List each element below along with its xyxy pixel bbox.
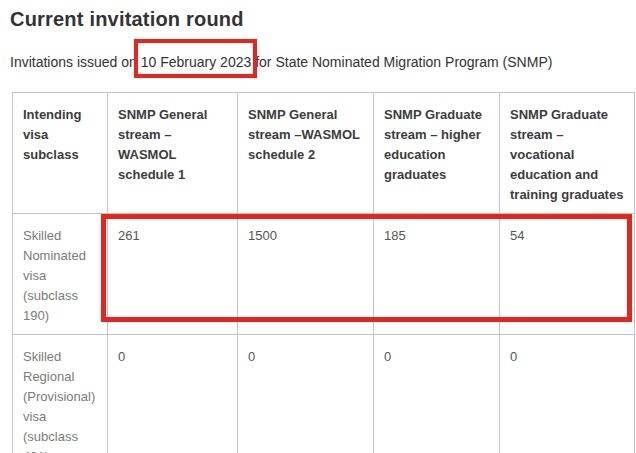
table-header-row: Intending visa subclass SNMP General str…: [13, 93, 635, 214]
invitation-date: 10 February 2023: [141, 54, 252, 70]
value-190-wasmol-2: 1500: [238, 214, 374, 335]
row-label-subclass-190: Skilled Nominated visa (subclass 190): [13, 214, 108, 335]
invitation-date-text: 10 February 2023: [141, 54, 252, 70]
col-header-general-wasmol-2: SNMP General stream –WASMOL schedule 2: [238, 93, 374, 214]
value-491-vocational: 0: [500, 335, 635, 453]
value-491-wasmol-1: 0: [108, 335, 238, 453]
col-header-intending-visa-subclass: Intending visa subclass: [13, 93, 108, 214]
value-491-higher-education: 0: [374, 335, 500, 453]
invitation-round-table: Intending visa subclass SNMP General str…: [12, 92, 635, 453]
col-header-general-wasmol-1: SNMP General stream – WASMOL schedule 1: [108, 93, 238, 214]
page-title: Current invitation round: [10, 6, 244, 32]
col-header-graduate-higher-education: SNMP Graduate stream – higher education …: [374, 93, 500, 214]
intro-text: Invitations issued on 10 February 2023 f…: [10, 52, 552, 72]
value-190-vocational: 54: [500, 214, 635, 335]
row-label-subclass-491: Skilled Regional (Provisional) visa (sub…: [13, 335, 108, 453]
table-row-subclass-190: Skilled Nominated visa (subclass 190) 26…: [13, 214, 635, 335]
value-190-higher-education: 185: [374, 214, 500, 335]
table-row-subclass-491: Skilled Regional (Provisional) visa (sub…: [13, 335, 635, 453]
value-491-wasmol-2: 0: [238, 335, 374, 453]
intro-text-after: for State Nominated Migration Program (S…: [251, 54, 552, 70]
value-190-wasmol-1: 261: [108, 214, 238, 335]
intro-text-before: Invitations issued on: [10, 54, 141, 70]
col-header-graduate-vocational: SNMP Graduate stream – vocational educat…: [500, 93, 635, 214]
page: Current invitation round Invitations iss…: [0, 0, 636, 453]
